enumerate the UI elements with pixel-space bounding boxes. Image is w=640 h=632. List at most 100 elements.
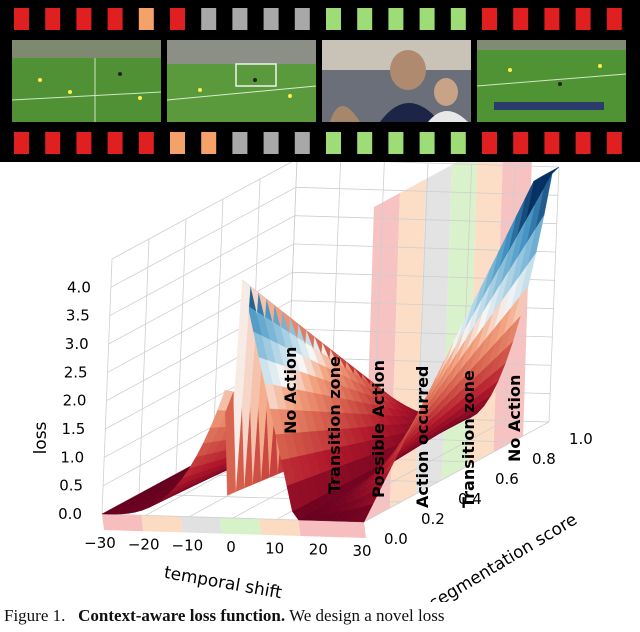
z-axis-ticks: 0.0 0.5 1.0 1.5 2.0 2.5 3.0 3.5 4.0 bbox=[58, 278, 91, 523]
x-tick-label: −20 bbox=[128, 535, 160, 553]
film-hole bbox=[14, 132, 29, 154]
soccer-frame-broadcast bbox=[476, 40, 627, 122]
floor-zone-band bbox=[141, 515, 183, 533]
zone-label: No Action bbox=[505, 375, 524, 462]
film-hole bbox=[14, 8, 29, 30]
film-hole bbox=[107, 8, 123, 30]
zone-label: Transition zone bbox=[325, 356, 344, 494]
grid-line bbox=[138, 238, 150, 495]
zone-label: Action occurred bbox=[413, 366, 432, 508]
x-axis-label: temporal shift bbox=[162, 563, 283, 602]
figure-caption: Figure 1. Context-aware loss function. W… bbox=[0, 606, 640, 632]
floor-zone-band bbox=[259, 518, 301, 536]
film-hole bbox=[482, 132, 497, 154]
y-tick-label: 0.2 bbox=[421, 510, 445, 528]
y-tick-label: 0.8 bbox=[532, 450, 556, 468]
grid-line bbox=[417, 162, 429, 419]
zone-label: Transition zone bbox=[459, 370, 478, 508]
film-hole bbox=[138, 132, 154, 154]
film-hole bbox=[201, 132, 217, 154]
x-tick-label: −10 bbox=[172, 537, 204, 555]
grid-line bbox=[101, 258, 113, 515]
y-tick-label: 0.0 bbox=[384, 530, 408, 548]
grid-line bbox=[111, 162, 560, 260]
film-hole bbox=[201, 8, 217, 30]
film-hole bbox=[513, 8, 529, 30]
film-hole bbox=[606, 8, 622, 30]
film-hole bbox=[357, 8, 373, 30]
zone-label: Possible Action bbox=[369, 360, 388, 498]
film-hole bbox=[482, 8, 497, 30]
film-hole bbox=[419, 132, 435, 154]
film-hole bbox=[294, 132, 310, 154]
film-hole bbox=[45, 8, 61, 30]
x-tick-label: 20 bbox=[309, 541, 328, 559]
filmstrip-holes-bottom bbox=[14, 132, 622, 154]
z-axis-label: loss bbox=[31, 421, 51, 454]
film-hole bbox=[357, 132, 373, 154]
film-hole bbox=[170, 132, 185, 154]
film-hole bbox=[326, 132, 341, 154]
grid-line bbox=[175, 218, 187, 475]
z-tick-label: 1.0 bbox=[60, 448, 84, 466]
film-hole bbox=[544, 132, 560, 154]
film-hole bbox=[263, 132, 279, 154]
caption-title: Context-aware loss function. bbox=[78, 606, 286, 625]
y-tick-label: 1.0 bbox=[569, 430, 593, 448]
film-hole bbox=[388, 8, 404, 30]
surface-patch bbox=[101, 509, 118, 515]
film-hole bbox=[326, 8, 341, 30]
z-tick-label: 4.0 bbox=[67, 278, 91, 296]
film-hole bbox=[513, 132, 529, 154]
x-tick-label: 10 bbox=[265, 539, 284, 557]
film-hole bbox=[575, 8, 591, 30]
film-hole bbox=[45, 132, 61, 154]
z-tick-label: 3.0 bbox=[65, 335, 89, 353]
z-tick-label: 3.5 bbox=[66, 307, 90, 325]
film-hole bbox=[450, 132, 466, 154]
floor-zone-band bbox=[102, 514, 144, 532]
film-hole bbox=[544, 8, 560, 30]
soccer-frame-wide bbox=[11, 40, 162, 122]
film-hole bbox=[232, 132, 248, 154]
y-axis-ticks: 0.0 0.2 0.4 0.6 0.8 1.0 bbox=[384, 430, 593, 548]
zone-label: No Action bbox=[281, 347, 300, 434]
film-hole bbox=[232, 8, 248, 30]
film-hole bbox=[606, 132, 622, 154]
film-hole bbox=[76, 8, 92, 30]
film-hole bbox=[107, 132, 123, 154]
z-tick-label: 1.5 bbox=[61, 420, 85, 438]
x-tick-label: 30 bbox=[352, 542, 371, 560]
film-hole bbox=[294, 8, 310, 30]
zone-labels: No Action Transition zone Possible Action A… bbox=[281, 347, 524, 508]
soccer-frame-goal bbox=[166, 40, 317, 122]
x-tick-label: −30 bbox=[84, 534, 116, 552]
soccer-frame-celebration bbox=[322, 40, 471, 122]
grid-line bbox=[212, 198, 224, 455]
grid-line bbox=[363, 421, 550, 523]
film-hole bbox=[419, 8, 435, 30]
caption-text: We design a novel loss bbox=[289, 606, 445, 625]
film-hole bbox=[138, 8, 154, 30]
film-hole bbox=[76, 132, 92, 154]
z-tick-label: 2.5 bbox=[64, 363, 88, 381]
loss-surface bbox=[101, 166, 560, 523]
x-tick-label: 0 bbox=[226, 538, 236, 556]
floor-zone-band bbox=[219, 517, 262, 535]
grid-line bbox=[548, 166, 560, 423]
film-hole bbox=[450, 8, 466, 30]
filmstrip-holes-top bbox=[14, 8, 622, 30]
caption-prefix: Figure 1. bbox=[4, 606, 66, 625]
film-hole bbox=[388, 132, 404, 154]
x-axis-ticks: −30 −20 −10 0 10 20 30 bbox=[84, 534, 371, 560]
film-hole bbox=[263, 8, 279, 30]
film-hole bbox=[170, 8, 185, 30]
y-axis-label: segmentation score bbox=[426, 510, 581, 602]
y-tick-label: 0.4 bbox=[458, 490, 482, 508]
filmstrip bbox=[0, 0, 640, 162]
grid-line bbox=[373, 162, 385, 417]
y-tick-label: 0.6 bbox=[495, 470, 519, 488]
z-tick-label: 0.0 bbox=[58, 505, 82, 523]
film-hole bbox=[575, 132, 591, 154]
floor-zone-band bbox=[180, 516, 222, 534]
